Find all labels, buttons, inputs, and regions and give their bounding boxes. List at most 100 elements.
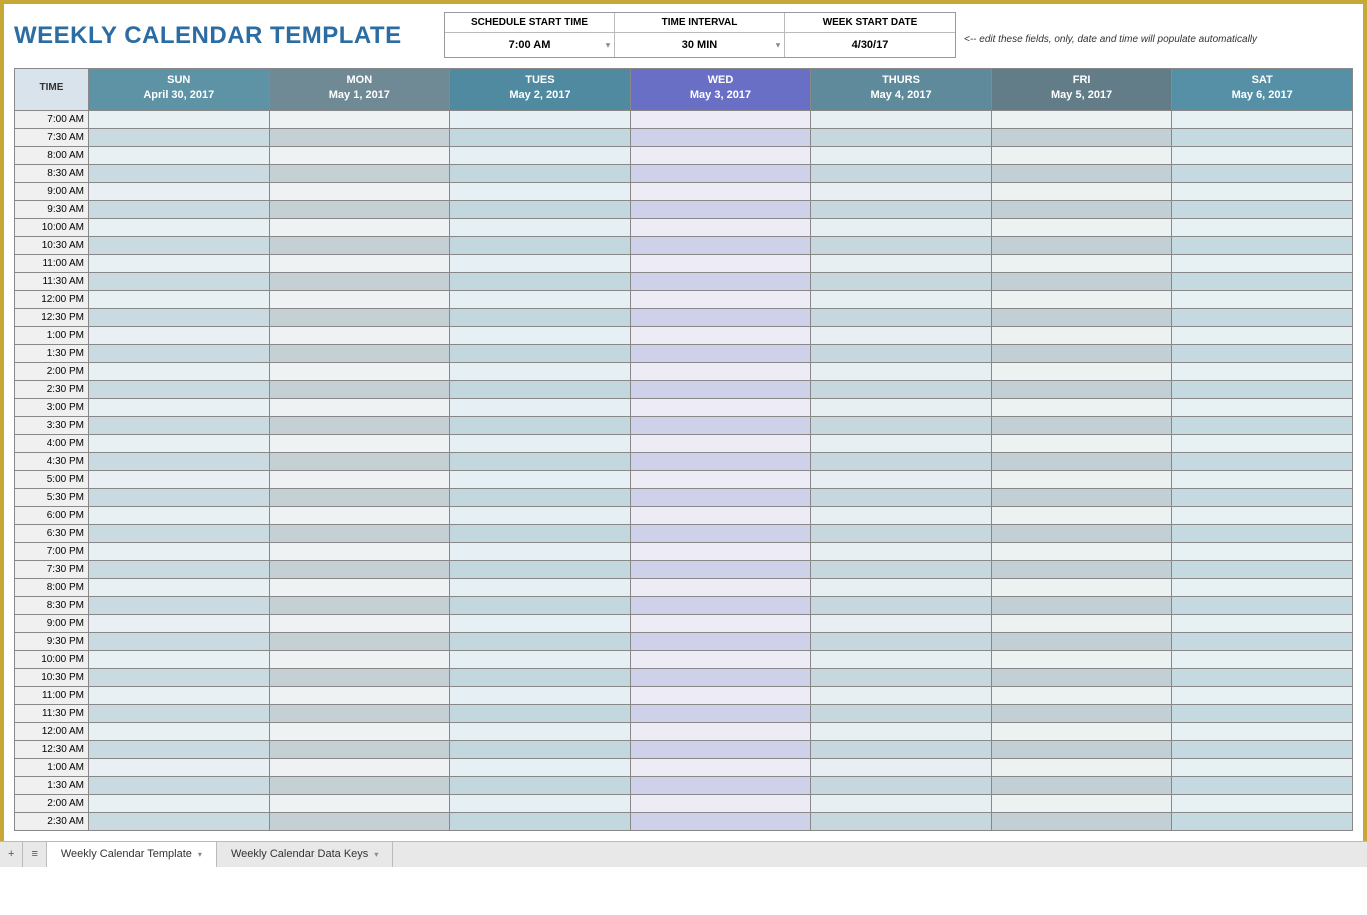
calendar-cell[interactable] bbox=[991, 218, 1172, 236]
calendar-cell[interactable] bbox=[991, 452, 1172, 470]
calendar-cell[interactable] bbox=[450, 722, 631, 740]
calendar-cell[interactable] bbox=[269, 146, 450, 164]
calendar-cell[interactable] bbox=[1172, 308, 1353, 326]
calendar-cell[interactable] bbox=[630, 326, 811, 344]
calendar-cell[interactable] bbox=[450, 362, 631, 380]
calendar-cell[interactable] bbox=[811, 182, 992, 200]
sheet-tab[interactable]: Weekly Calendar Data Keys▾ bbox=[217, 842, 393, 867]
calendar-cell[interactable] bbox=[630, 452, 811, 470]
calendar-cell[interactable] bbox=[450, 650, 631, 668]
calendar-cell[interactable] bbox=[450, 164, 631, 182]
calendar-cell[interactable] bbox=[269, 434, 450, 452]
calendar-cell[interactable] bbox=[89, 236, 270, 254]
calendar-cell[interactable] bbox=[450, 506, 631, 524]
calendar-cell[interactable] bbox=[269, 614, 450, 632]
calendar-cell[interactable] bbox=[991, 398, 1172, 416]
calendar-cell[interactable] bbox=[1172, 524, 1353, 542]
calendar-cell[interactable] bbox=[630, 182, 811, 200]
add-sheet-button[interactable]: + bbox=[0, 842, 23, 867]
calendar-cell[interactable] bbox=[269, 704, 450, 722]
calendar-cell[interactable] bbox=[1172, 218, 1353, 236]
calendar-cell[interactable] bbox=[1172, 344, 1353, 362]
calendar-cell[interactable] bbox=[811, 164, 992, 182]
calendar-cell[interactable] bbox=[1172, 470, 1353, 488]
calendar-cell[interactable] bbox=[89, 146, 270, 164]
calendar-cell[interactable] bbox=[89, 812, 270, 830]
calendar-cell[interactable] bbox=[269, 164, 450, 182]
calendar-cell[interactable] bbox=[1172, 128, 1353, 146]
calendar-cell[interactable] bbox=[630, 686, 811, 704]
calendar-cell[interactable] bbox=[811, 578, 992, 596]
calendar-cell[interactable] bbox=[811, 308, 992, 326]
calendar-cell[interactable] bbox=[1172, 254, 1353, 272]
calendar-cell[interactable] bbox=[1172, 416, 1353, 434]
calendar-cell[interactable] bbox=[269, 110, 450, 128]
calendar-cell[interactable] bbox=[269, 380, 450, 398]
calendar-cell[interactable] bbox=[630, 254, 811, 272]
calendar-cell[interactable] bbox=[630, 164, 811, 182]
calendar-cell[interactable] bbox=[450, 632, 631, 650]
calendar-cell[interactable] bbox=[89, 308, 270, 326]
calendar-cell[interactable] bbox=[630, 308, 811, 326]
calendar-cell[interactable] bbox=[89, 452, 270, 470]
calendar-cell[interactable] bbox=[1172, 290, 1353, 308]
calendar-cell[interactable] bbox=[269, 182, 450, 200]
calendar-cell[interactable] bbox=[450, 470, 631, 488]
calendar-cell[interactable] bbox=[991, 614, 1172, 632]
calendar-cell[interactable] bbox=[269, 812, 450, 830]
calendar-cell[interactable] bbox=[450, 758, 631, 776]
calendar-cell[interactable] bbox=[991, 254, 1172, 272]
calendar-cell[interactable] bbox=[991, 344, 1172, 362]
calendar-cell[interactable] bbox=[450, 668, 631, 686]
calendar-cell[interactable] bbox=[811, 434, 992, 452]
calendar-cell[interactable] bbox=[269, 488, 450, 506]
calendar-cell[interactable] bbox=[89, 128, 270, 146]
calendar-cell[interactable] bbox=[1172, 614, 1353, 632]
calendar-cell[interactable] bbox=[1172, 398, 1353, 416]
calendar-cell[interactable] bbox=[450, 542, 631, 560]
calendar-cell[interactable] bbox=[811, 758, 992, 776]
calendar-cell[interactable] bbox=[991, 758, 1172, 776]
calendar-cell[interactable] bbox=[991, 578, 1172, 596]
calendar-cell[interactable] bbox=[991, 236, 1172, 254]
calendar-cell[interactable] bbox=[89, 470, 270, 488]
calendar-cell[interactable] bbox=[991, 686, 1172, 704]
calendar-cell[interactable] bbox=[269, 218, 450, 236]
calendar-cell[interactable] bbox=[269, 470, 450, 488]
calendar-cell[interactable] bbox=[991, 308, 1172, 326]
calendar-cell[interactable] bbox=[89, 416, 270, 434]
calendar-cell[interactable] bbox=[450, 308, 631, 326]
calendar-cell[interactable] bbox=[450, 560, 631, 578]
calendar-cell[interactable] bbox=[630, 776, 811, 794]
calendar-cell[interactable] bbox=[450, 452, 631, 470]
calendar-cell[interactable] bbox=[269, 776, 450, 794]
calendar-cell[interactable] bbox=[450, 596, 631, 614]
calendar-cell[interactable] bbox=[630, 380, 811, 398]
calendar-cell[interactable] bbox=[811, 146, 992, 164]
calendar-cell[interactable] bbox=[811, 128, 992, 146]
calendar-cell[interactable] bbox=[89, 722, 270, 740]
calendar-cell[interactable] bbox=[991, 146, 1172, 164]
calendar-cell[interactable] bbox=[630, 470, 811, 488]
calendar-cell[interactable] bbox=[1172, 362, 1353, 380]
calendar-cell[interactable] bbox=[1172, 668, 1353, 686]
calendar-cell[interactable] bbox=[991, 272, 1172, 290]
settings-value-start-date[interactable]: 4/30/17 bbox=[785, 33, 955, 57]
calendar-cell[interactable] bbox=[991, 560, 1172, 578]
calendar-cell[interactable] bbox=[89, 596, 270, 614]
settings-value-start-time[interactable]: 7:00 AM ▾ bbox=[445, 33, 614, 57]
calendar-cell[interactable] bbox=[991, 488, 1172, 506]
calendar-cell[interactable] bbox=[450, 236, 631, 254]
calendar-cell[interactable] bbox=[1172, 758, 1353, 776]
calendar-cell[interactable] bbox=[811, 560, 992, 578]
calendar-cell[interactable] bbox=[630, 200, 811, 218]
calendar-cell[interactable] bbox=[991, 650, 1172, 668]
calendar-cell[interactable] bbox=[630, 398, 811, 416]
calendar-cell[interactable] bbox=[89, 776, 270, 794]
calendar-cell[interactable] bbox=[89, 182, 270, 200]
calendar-cell[interactable] bbox=[1172, 686, 1353, 704]
calendar-cell[interactable] bbox=[630, 758, 811, 776]
calendar-cell[interactable] bbox=[450, 812, 631, 830]
calendar-cell[interactable] bbox=[991, 128, 1172, 146]
calendar-cell[interactable] bbox=[811, 272, 992, 290]
